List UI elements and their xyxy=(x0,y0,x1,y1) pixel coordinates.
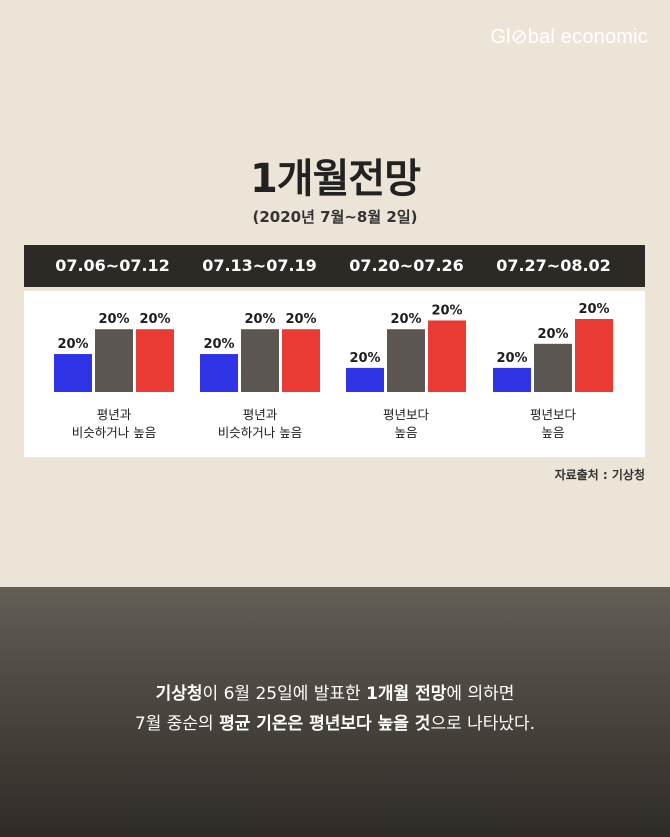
period-label-2: 07.13~07.19 xyxy=(202,256,317,275)
bar-g2-s3 xyxy=(282,329,320,392)
bar-label-g4-s2: 20% xyxy=(537,327,568,342)
bar-g3-s2 xyxy=(387,329,425,392)
bar-g1-s3 xyxy=(136,329,174,392)
bar-label-g2-s1: 20% xyxy=(203,337,234,352)
caption-line-2-part-2: 평균 기온은 평년보다 높을 것 xyxy=(219,714,431,734)
bar-label-g4-s3: 20% xyxy=(578,302,609,317)
bar-label-g2-s3: 20% xyxy=(285,312,316,327)
caption-line-1-part-1: 기상청 xyxy=(155,684,203,704)
caption-line-1-part-3: 1개월 전망 xyxy=(366,684,447,704)
bar-g3-s3 xyxy=(428,320,466,392)
period-label-1: 07.06~07.12 xyxy=(55,256,170,275)
outlook-label-g3-l2: 높음 xyxy=(394,425,417,440)
bar-label-g1-s2: 20% xyxy=(98,312,129,327)
caption-line-1: 기상청이 6월 25일에 발표한 1개월 전망에 의하면 xyxy=(0,679,670,709)
period-header-bar: 07.06~07.12 07.13~07.19 07.20~07.26 07.2… xyxy=(24,245,645,287)
caption-line-1-part-4: 에 의하면 xyxy=(446,684,515,704)
bar-label-g3-s2: 20% xyxy=(390,312,421,327)
caption-line-2-part-3: 으로 나타났다. xyxy=(430,714,536,734)
caption-line-2-part-1: 7월 중순의 xyxy=(134,714,220,734)
bar-g2-s1 xyxy=(200,354,238,392)
page-subtitle: (2020년 7월~8월 2일) xyxy=(252,208,418,226)
bar-g1-s1 xyxy=(54,354,92,392)
bar-label-g3-s1: 20% xyxy=(349,351,380,366)
bar-label-g1-s1: 20% xyxy=(57,337,88,352)
outlook-label-g2-l2: 비슷하거나 높음 xyxy=(218,425,302,440)
brand-logo: Gl⊘bal economic xyxy=(490,26,648,48)
caption-line-1-part-2: 이 6월 25일에 발표한 xyxy=(202,684,367,704)
page-title: 1개월전망 xyxy=(249,156,421,202)
bar-label-g4-s1: 20% xyxy=(496,351,527,366)
bar-g2-s2 xyxy=(241,329,279,392)
outlook-label-g3-l1: 평년보다 xyxy=(383,407,430,422)
bar-g4-s1 xyxy=(493,367,531,392)
period-label-4: 07.27~08.02 xyxy=(496,256,611,275)
outlook-label-g4-l2: 높음 xyxy=(541,425,564,440)
bar-label-g1-s3: 20% xyxy=(139,312,170,327)
period-label-3: 07.20~07.26 xyxy=(349,256,464,275)
bar-g1-s2 xyxy=(95,329,133,392)
caption-text: 기상청이 6월 25일에 발표한 1개월 전망에 의하면 7월 중순의 평균 기… xyxy=(0,679,670,739)
bar-label-g2-s2: 20% xyxy=(244,312,275,327)
outlook-label-g1-l1: 평년과 xyxy=(97,407,132,422)
bar-g4-s2 xyxy=(534,343,572,392)
bar-label-g3-s3: 20% xyxy=(431,303,462,318)
outlook-label-g1-l2: 비슷하거나 높음 xyxy=(72,425,156,440)
bar-g4-s3 xyxy=(575,319,613,392)
outlook-label-g4-l1: 평년보다 xyxy=(530,407,577,422)
bottom-caption-panel: 기상청이 6월 25일에 발표한 1개월 전망에 의하면 7월 중순의 평균 기… xyxy=(0,587,670,837)
source-note: 자료출처 : 기상청 xyxy=(554,468,645,482)
outlook-label-g2-l1: 평년과 xyxy=(243,407,278,422)
bar-g3-s1 xyxy=(346,367,384,392)
caption-line-2: 7월 중순의 평균 기온은 평년보다 높을 것으로 나타났다. xyxy=(0,709,670,739)
